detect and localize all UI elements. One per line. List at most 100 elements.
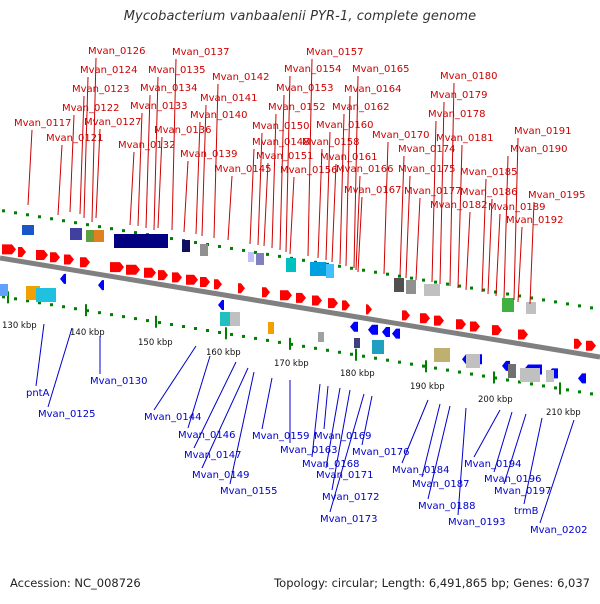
gene-feature-box [220, 312, 230, 326]
gene-feature-box [200, 244, 208, 256]
scale-dot-bottom [86, 309, 89, 313]
scale-dot-top [242, 248, 245, 252]
reverse-gene-arrow [578, 373, 586, 384]
top-gene-label: Mvan_0142 [212, 72, 269, 83]
gene-feature-box [286, 258, 296, 272]
forward-gene-arrow [342, 300, 350, 311]
scale-dot-bottom [554, 386, 557, 390]
top-gene-leader [83, 76, 89, 219]
forward-gene-arrow [470, 321, 480, 332]
scale-dot-bottom [446, 368, 449, 372]
bottom-gene-leader [361, 395, 373, 446]
scale-dot-bottom [218, 330, 221, 334]
top-gene-label: Mvan_0148 [252, 137, 309, 148]
gene-feature-box [424, 284, 440, 296]
scale-dot-bottom [530, 382, 533, 386]
scale-dot-bottom [506, 378, 509, 382]
bottom-gene-leader [311, 383, 321, 458]
forward-gene-arrow [172, 272, 182, 283]
top-gene-label: Mvan_0145 [214, 164, 271, 175]
top-gene-leader [157, 136, 163, 229]
scale-dot-bottom [314, 346, 317, 350]
reverse-gene-arrow [98, 280, 104, 291]
scale-dot-top [470, 286, 473, 290]
bottom-gene-label: Mvan_0149 [192, 470, 249, 481]
top-gene-leader [529, 201, 535, 305]
top-gene-leader [383, 141, 389, 275]
scale-dot-top [350, 266, 353, 270]
top-gene-label: Mvan_0178 [428, 109, 485, 120]
bottom-gene-leader [201, 367, 249, 469]
top-gene-leader [465, 211, 471, 291]
top-gene-leader [285, 75, 291, 253]
bottom-gene-label: Mvan_0197 [494, 486, 551, 497]
bottom-gene-leader [457, 407, 467, 516]
forward-gene-arrow [420, 313, 430, 324]
bottom-gene-leader [153, 345, 197, 411]
gene-feature-box [546, 370, 554, 382]
top-gene-label: Mvan_0151 [256, 151, 313, 162]
scale-dot-top [494, 290, 497, 294]
scale-dot-top [170, 237, 173, 241]
scale-dot-top [554, 300, 557, 304]
gene-feature-box [256, 253, 264, 265]
bottom-gene-label: Mvan_0187 [412, 479, 469, 490]
top-gene-leader [183, 160, 189, 233]
top-gene-label: Mvan_0127 [84, 117, 141, 128]
gene-feature-box [182, 240, 190, 252]
top-gene-leader [195, 121, 201, 235]
bottom-gene-leader [323, 385, 329, 430]
gene-feature-box [520, 368, 540, 382]
scale-dot-top [482, 288, 485, 292]
gene-feature-box [508, 364, 516, 378]
scale-dot-bottom [410, 362, 413, 366]
top-gene-leader [331, 163, 337, 263]
forward-gene-arrow [262, 287, 270, 298]
scale-dot-top [278, 254, 281, 258]
bottom-gene-label: Mvan_0202 [530, 525, 587, 536]
scale-label: 180 kbp [340, 369, 375, 379]
gene-feature-box [326, 264, 334, 278]
scale-dot-bottom [326, 348, 329, 352]
top-gene-label: Mvan_0175 [398, 164, 455, 175]
forward-gene-arrow [238, 283, 245, 294]
top-gene-label: Mvan_0135 [148, 65, 205, 76]
scale-dot-bottom [542, 384, 545, 388]
scale-dot-top [74, 221, 77, 225]
gene-feature-box [372, 340, 384, 354]
scale-dot-top [254, 250, 257, 254]
bottom-gene-leader [187, 355, 211, 429]
scale-dot-top [14, 211, 17, 215]
top-gene-leader [129, 151, 135, 226]
top-gene-leader [79, 95, 85, 215]
top-gene-label: Mvan_0124 [80, 65, 137, 76]
scale-dot-top [578, 304, 581, 308]
scale-dot-top [86, 223, 89, 227]
scale-dot-top [542, 298, 545, 302]
bottom-gene-label: Mvan_0168 [302, 459, 359, 470]
scale-dot-bottom [26, 299, 29, 303]
gene-feature-box [394, 278, 404, 292]
forward-gene-arrow [80, 257, 90, 268]
scale-dot-bottom [374, 356, 377, 360]
forward-gene-arrow [18, 246, 26, 257]
forward-gene-arrow [574, 338, 582, 349]
gene-feature-box [526, 302, 536, 314]
forward-gene-arrow [186, 274, 198, 285]
top-gene-leader [495, 213, 501, 297]
scale-label: 160 kbp [206, 348, 241, 358]
scale-dot-top [50, 217, 53, 221]
bottom-gene-label: Mvan_0193 [448, 517, 505, 528]
scale-dot-top [518, 294, 521, 298]
bottom-gene-label: Mvan_0188 [418, 501, 475, 512]
top-gene-leader [201, 104, 207, 237]
top-gene-leader [449, 82, 455, 287]
scale-dot-top [122, 229, 125, 233]
top-gene-leader [263, 162, 269, 247]
scale-label: 190 kbp [410, 382, 445, 392]
scale-dot-top [434, 280, 437, 284]
top-gene-leader [357, 196, 363, 273]
accession-label: Accession: NC_008726 [10, 576, 141, 590]
scale-dot-bottom [2, 295, 5, 299]
scale-dot-bottom [254, 336, 257, 340]
